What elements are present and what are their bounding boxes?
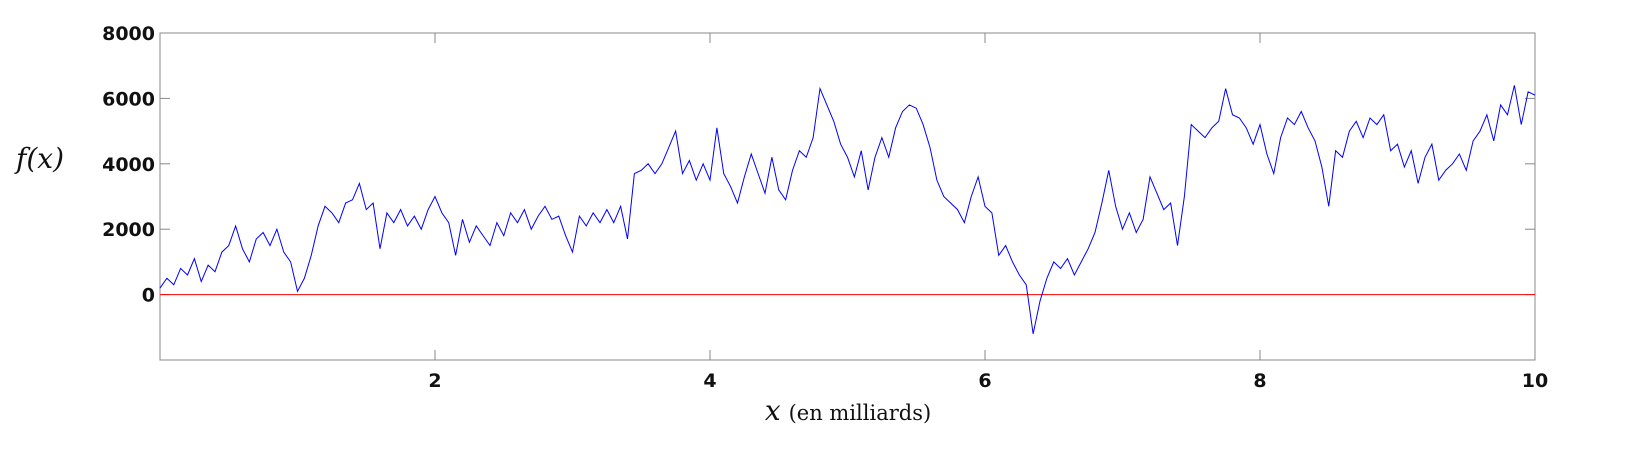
x-tick-label: 8 [1253, 370, 1266, 392]
y-tick-label: 4000 [102, 154, 155, 176]
data-line [159, 85, 1536, 334]
y-tick-label: 8000 [102, 23, 155, 45]
x-tick-label: 2 [428, 370, 441, 392]
x-axis-label: x (en milliards) [765, 394, 931, 427]
x-tick-label: 4 [703, 370, 716, 392]
y-tick-label: 0 [142, 285, 155, 307]
y-tick-label: 2000 [102, 219, 155, 241]
plot-frame [159, 32, 1536, 361]
y-axis-label: f(x) [14, 142, 64, 175]
x-axis-variable: x [765, 394, 781, 427]
x-tick-label: 6 [978, 370, 991, 392]
x-tick-label: 10 [1522, 370, 1548, 392]
x-axis-unit: (en milliards) [789, 401, 932, 425]
y-tick-label: 6000 [102, 88, 155, 110]
